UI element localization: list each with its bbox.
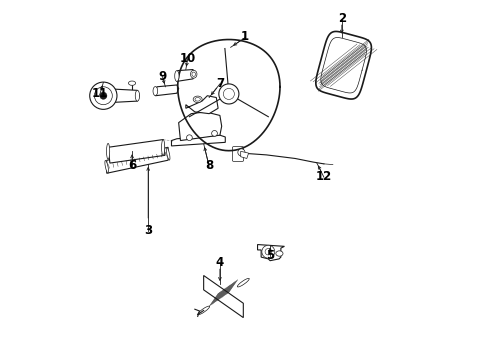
Text: 5: 5 — [266, 249, 274, 262]
Ellipse shape — [105, 161, 109, 173]
Polygon shape — [179, 112, 221, 140]
Ellipse shape — [135, 90, 140, 101]
Circle shape — [187, 135, 192, 140]
Polygon shape — [172, 135, 225, 146]
Ellipse shape — [153, 87, 158, 95]
Circle shape — [90, 82, 117, 109]
Circle shape — [212, 131, 218, 136]
Ellipse shape — [193, 96, 202, 103]
FancyBboxPatch shape — [232, 147, 244, 161]
Ellipse shape — [237, 278, 249, 287]
Polygon shape — [316, 31, 371, 99]
Circle shape — [262, 245, 275, 258]
Text: 3: 3 — [144, 224, 152, 237]
Ellipse shape — [276, 251, 283, 256]
Text: 6: 6 — [128, 159, 136, 172]
Text: 4: 4 — [216, 256, 224, 269]
Polygon shape — [258, 244, 285, 261]
Polygon shape — [107, 147, 168, 173]
Ellipse shape — [191, 70, 197, 78]
Ellipse shape — [128, 81, 136, 85]
Circle shape — [238, 149, 245, 156]
Text: 9: 9 — [158, 69, 167, 82]
Text: 7: 7 — [216, 77, 224, 90]
Polygon shape — [204, 275, 244, 318]
Polygon shape — [241, 151, 248, 158]
Ellipse shape — [175, 71, 179, 81]
Text: 8: 8 — [205, 159, 213, 172]
Polygon shape — [155, 85, 179, 96]
Ellipse shape — [197, 306, 210, 315]
Ellipse shape — [166, 148, 170, 160]
Ellipse shape — [106, 143, 110, 159]
Text: 10: 10 — [179, 51, 196, 64]
Circle shape — [100, 92, 107, 99]
Circle shape — [219, 84, 239, 104]
Text: 12: 12 — [316, 170, 332, 183]
Text: 2: 2 — [338, 12, 346, 25]
Polygon shape — [103, 89, 139, 103]
Ellipse shape — [162, 140, 165, 155]
Text: 1: 1 — [241, 30, 249, 43]
Polygon shape — [176, 69, 195, 81]
Polygon shape — [108, 140, 165, 163]
Polygon shape — [186, 96, 218, 114]
Text: 11: 11 — [92, 87, 108, 100]
